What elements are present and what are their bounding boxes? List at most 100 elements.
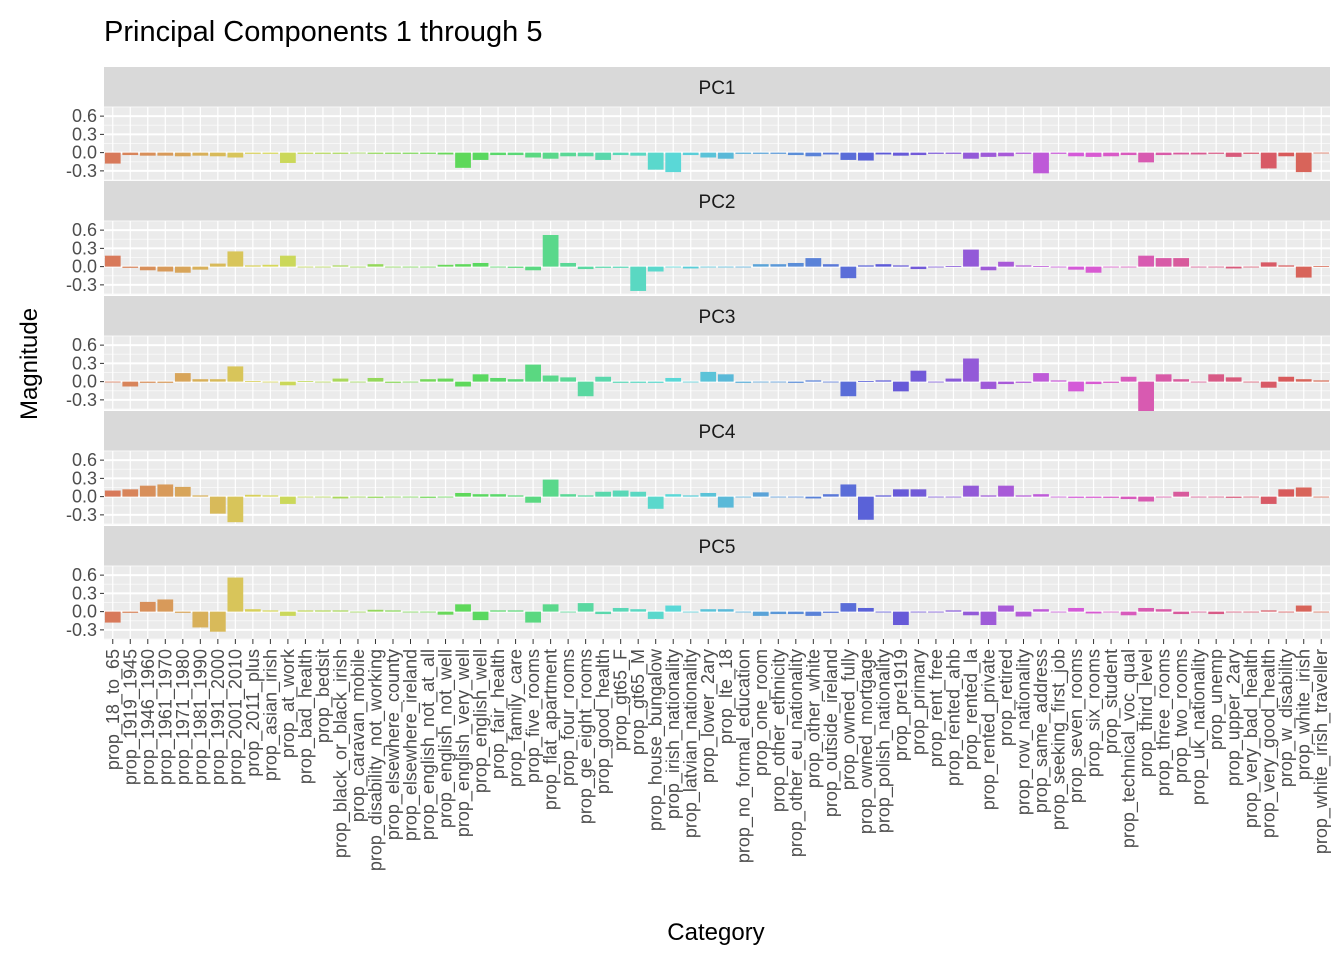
y-tick-label: 0.6: [72, 450, 97, 470]
bar-prop_18_to_65: [104, 611, 121, 623]
bar-prop_rent_free: [928, 496, 944, 498]
bar-prop_rented_ahb: [945, 266, 962, 267]
facet-strip-label: PC5: [699, 537, 736, 558]
bar-prop_six_rooms: [1085, 611, 1102, 614]
bar-prop_two_rooms: [1173, 611, 1190, 615]
x-tick-label: prop_elsewhere_county: [383, 649, 404, 840]
bar-prop_retired: [998, 485, 1014, 497]
bar-prop_five_rooms: [525, 152, 541, 158]
bar-prop_1946_1960: [139, 266, 156, 271]
bar-prop_owned_mortgage: [857, 265, 874, 267]
y-tick-label: 0.0: [72, 372, 97, 392]
bar-prop_rented_private: [980, 152, 997, 157]
bar-prop_gt65_F: [612, 490, 629, 497]
bar-prop_three_rooms: [1155, 609, 1172, 612]
bar-prop_1971_1980: [174, 486, 191, 497]
bar-prop_1919_1945: [122, 489, 139, 497]
bar-prop_at_work: [280, 255, 296, 267]
facet-strip: [104, 67, 1330, 107]
chart-title: Principal Components 1 through 5: [104, 16, 542, 48]
bar-prop_rent_free: [928, 152, 944, 154]
bar-prop_ge_eight_rooms: [577, 266, 594, 270]
bar-prop_house_bungalow: [647, 496, 664, 509]
facet-strip-label: PC4: [699, 422, 736, 443]
bar-prop_2011_plus: [244, 381, 261, 382]
bar-prop_very_bad_health: [1243, 381, 1260, 383]
bar-prop_ge_eight_rooms: [577, 381, 594, 397]
x-tick-label: prop_caravan_mobile: [348, 649, 369, 822]
bar-prop_uk_nationality: [1190, 152, 1207, 155]
bar-prop_very_bad_health: [1243, 611, 1260, 613]
bar-prop_one_room: [752, 381, 769, 383]
bar-prop_lte_18: [717, 609, 734, 612]
bar-prop_three_rooms: [1155, 496, 1172, 498]
bar-prop_seeking_first_job: [1050, 611, 1067, 613]
y-tick-label: 0.0: [72, 257, 97, 277]
x-tick-label: prop_2011_plus: [243, 649, 264, 777]
x-tick-label: prop_english_very_well: [453, 649, 474, 837]
bar-prop_seeking_first_job: [1050, 152, 1067, 154]
facet-strip: [104, 411, 1330, 451]
bar-prop_elsewhere_ireland: [402, 266, 419, 268]
bar-prop_technical_voc_qual: [1120, 496, 1137, 500]
bar-prop_same_address: [1033, 266, 1049, 267]
bar-prop_pre1919: [893, 489, 909, 497]
bar-prop_2011_plus: [244, 265, 261, 267]
bar-prop_w_disability: [1278, 265, 1295, 267]
bar-prop_latvian_nationality: [682, 381, 699, 383]
bar-prop_six_rooms: [1085, 152, 1102, 157]
bar-prop_english_not_well: [437, 264, 454, 267]
x-tick-label: prop_rented_private: [978, 649, 999, 810]
bar-prop_outside_ireland: [822, 264, 839, 267]
bar-prop_very_good_health: [1260, 152, 1277, 169]
bar-prop_lte_18: [717, 374, 734, 382]
x-tick-label: prop_same_address: [1031, 649, 1052, 813]
bar-prop_house_bungalow: [647, 266, 664, 272]
bar-prop_pre1919: [893, 152, 909, 156]
x-tick-label: prop_lte_18: [716, 649, 737, 744]
bar-prop_upper_2ary: [1225, 152, 1242, 157]
bar-prop_retired: [998, 605, 1014, 612]
bar-prop_six_rooms: [1085, 381, 1102, 385]
bar-prop_1991_2000: [209, 152, 226, 157]
bar-prop_technical_voc_qual: [1120, 611, 1137, 616]
bar-prop_gt65_M: [630, 491, 647, 497]
bar-prop_rented_private: [980, 381, 997, 389]
bar-prop_1961_1970: [157, 484, 174, 497]
bar-prop_row_nationality: [1015, 495, 1032, 497]
x-tick-label: prop_five_rooms: [523, 649, 544, 783]
bar-prop_caravan_mobile: [350, 152, 366, 154]
bar-prop_gt65_M: [630, 381, 647, 383]
bar-prop_18_to_65: [104, 381, 121, 383]
x-tick-label: prop_1961_1970: [155, 649, 176, 785]
bar-prop_third_level: [1138, 496, 1154, 502]
bar-prop_1946_1960: [139, 485, 156, 497]
bar-prop_three_rooms: [1155, 258, 1172, 267]
x-tick-label: prop_primary: [908, 649, 929, 755]
bar-prop_one_room: [752, 611, 769, 616]
bar-prop_family_care: [507, 379, 524, 382]
x-tick-label: prop_student: [1101, 649, 1122, 754]
bar-prop_2011_plus: [244, 609, 261, 612]
bar-prop_2001_2010: [227, 366, 244, 382]
x-tick-label: prop_three_rooms: [1154, 649, 1175, 796]
bar-prop_disability_not_working: [367, 377, 384, 382]
bar-prop_owned_mortgage: [857, 607, 874, 612]
bar-prop_rented_la: [963, 249, 979, 267]
bar-prop_1946_1960: [139, 152, 156, 156]
bar-prop_1981_1990: [192, 379, 209, 382]
x-tick-label: prop_18_to_65: [103, 649, 124, 770]
bar-prop_polish_nationality: [875, 264, 892, 267]
x-tick-label: prop_other_white: [803, 649, 824, 788]
bar-prop_elsewhere_county: [385, 496, 401, 498]
bar-prop_row_nationality: [1015, 611, 1032, 617]
x-tick-label: prop_1919_1945: [120, 649, 141, 785]
x-axis: prop_18_to_65prop_1919_1945prop_1946_196…: [103, 639, 1332, 871]
y-axis-title: Magnitude: [16, 308, 43, 420]
bar-prop_2001_2010: [227, 496, 244, 523]
bar-prop_two_rooms: [1173, 491, 1190, 497]
bar-prop_1971_1980: [174, 152, 191, 157]
bar-prop_1961_1970: [157, 381, 174, 383]
facet-strip-label: PC2: [699, 192, 736, 213]
